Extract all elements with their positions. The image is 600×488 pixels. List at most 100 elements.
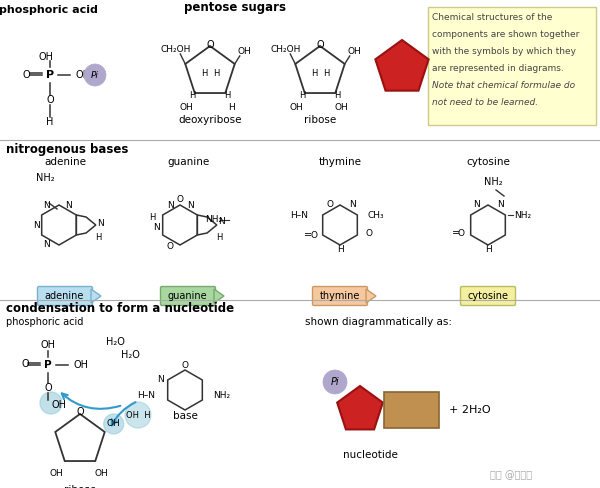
Text: N: N: [167, 201, 173, 210]
Text: N: N: [152, 223, 160, 231]
Text: N: N: [32, 221, 40, 229]
Text: deoxyribose: deoxyribose: [178, 115, 242, 125]
Text: CH₃: CH₃: [368, 210, 385, 220]
Text: H: H: [213, 69, 219, 79]
Text: =: =: [452, 228, 460, 238]
FancyBboxPatch shape: [313, 286, 367, 305]
Text: H: H: [334, 91, 340, 100]
Text: OH: OH: [334, 102, 348, 112]
Text: nitrogenous bases: nitrogenous bases: [6, 143, 128, 157]
Text: thymine: thymine: [320, 291, 360, 301]
Circle shape: [323, 370, 347, 394]
Text: N: N: [187, 201, 193, 210]
Text: OH: OH: [74, 360, 89, 370]
Text: H: H: [190, 91, 196, 100]
Text: P: P: [44, 360, 52, 370]
FancyBboxPatch shape: [37, 286, 92, 305]
Text: N: N: [349, 200, 355, 209]
Text: cytosine: cytosine: [467, 291, 509, 301]
Text: phosphoric acid: phosphoric acid: [6, 317, 83, 327]
Text: OH  H: OH H: [125, 410, 151, 420]
Text: guanine: guanine: [167, 157, 209, 167]
Text: OH: OH: [38, 52, 53, 62]
Text: Pi: Pi: [331, 377, 340, 387]
Text: 知乎 @李春蕾: 知乎 @李春蕾: [490, 470, 532, 480]
Polygon shape: [91, 289, 101, 303]
Text: OH: OH: [180, 102, 194, 112]
Text: with the symbols by which they: with the symbols by which they: [432, 47, 576, 56]
Text: H: H: [95, 232, 102, 242]
Text: ribose: ribose: [64, 485, 96, 488]
Text: guanine: guanine: [167, 291, 207, 301]
Text: cytosine: cytosine: [466, 157, 510, 167]
Text: =: =: [304, 230, 312, 240]
Text: thymine: thymine: [319, 157, 361, 167]
Text: H: H: [228, 102, 235, 112]
Text: Pi: Pi: [91, 70, 99, 80]
Text: N: N: [97, 219, 104, 227]
Text: Chemical structures of the: Chemical structures of the: [432, 13, 553, 22]
Text: components are shown together: components are shown together: [432, 30, 580, 39]
Polygon shape: [376, 40, 428, 91]
Text: are represented in diagrams.: are represented in diagrams.: [432, 64, 564, 73]
Text: OH: OH: [51, 400, 66, 410]
Text: N: N: [157, 375, 163, 385]
Polygon shape: [337, 386, 383, 429]
Text: + 2H₂O: + 2H₂O: [449, 405, 491, 415]
FancyBboxPatch shape: [428, 7, 596, 125]
Text: pentose sugars: pentose sugars: [184, 1, 286, 15]
Text: OH: OH: [107, 420, 121, 428]
Text: O: O: [182, 361, 188, 369]
Text: H: H: [217, 232, 223, 242]
Text: NH₂: NH₂: [514, 210, 531, 220]
FancyBboxPatch shape: [161, 286, 215, 305]
Text: CH₂OH: CH₂OH: [160, 45, 190, 55]
Circle shape: [84, 64, 106, 86]
Text: shown diagrammatically as:: shown diagrammatically as:: [305, 317, 452, 327]
Text: adenine: adenine: [44, 291, 83, 301]
Text: N: N: [473, 200, 479, 209]
Text: O: O: [326, 200, 334, 209]
Bar: [384, 392, 439, 428]
Text: H₂O: H₂O: [106, 337, 124, 347]
Text: base: base: [173, 411, 197, 421]
Text: CH₂OH: CH₂OH: [270, 45, 301, 55]
Text: O: O: [458, 228, 464, 238]
Text: H₂O: H₂O: [121, 350, 139, 360]
Text: NH₂: NH₂: [35, 173, 55, 183]
Text: O: O: [22, 70, 30, 80]
Text: H: H: [299, 91, 306, 100]
Text: O: O: [167, 242, 173, 251]
Text: NH₂: NH₂: [484, 177, 502, 187]
Text: OH: OH: [50, 468, 64, 478]
Text: O: O: [46, 95, 54, 105]
Text: OH: OH: [290, 102, 304, 112]
Text: ribose: ribose: [304, 115, 336, 125]
Text: OH: OH: [348, 47, 362, 57]
Text: H–N: H–N: [290, 210, 308, 220]
Text: H–N: H–N: [137, 390, 155, 400]
Text: nucleotide: nucleotide: [343, 450, 397, 460]
Text: OH: OH: [76, 70, 91, 80]
Circle shape: [125, 402, 151, 428]
Text: O: O: [365, 228, 372, 238]
Text: O: O: [44, 383, 52, 393]
Polygon shape: [366, 289, 376, 303]
Circle shape: [40, 392, 62, 414]
Text: H: H: [323, 69, 329, 79]
Polygon shape: [214, 289, 224, 303]
Text: Note that chemical formulae do: Note that chemical formulae do: [432, 81, 575, 90]
Text: N: N: [65, 201, 73, 210]
Text: H: H: [224, 91, 230, 100]
Text: O: O: [206, 40, 214, 50]
Text: H: H: [201, 69, 207, 79]
Text: phosphoric acid: phosphoric acid: [0, 5, 97, 15]
Text: N: N: [218, 218, 225, 226]
Text: NH₂: NH₂: [213, 390, 230, 400]
Text: OH: OH: [238, 47, 251, 57]
Text: O: O: [21, 359, 29, 369]
Text: OH: OH: [41, 340, 56, 350]
Text: condensation to form a nucleotide: condensation to form a nucleotide: [6, 303, 234, 316]
Text: adenine: adenine: [44, 157, 86, 167]
Text: H: H: [337, 245, 343, 255]
